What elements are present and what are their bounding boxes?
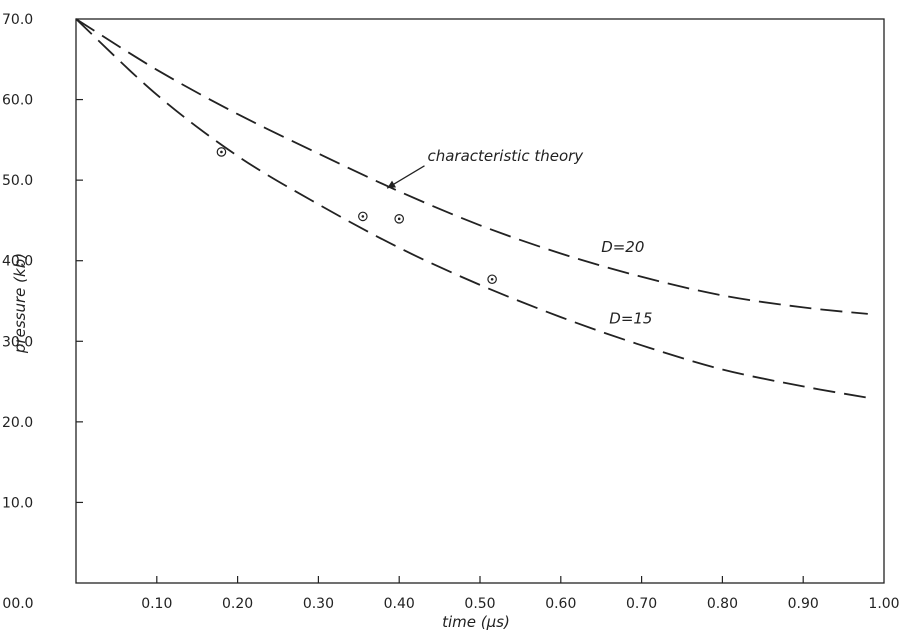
annotation-label: characteristic theory	[427, 147, 584, 165]
y-tick-label: 20.0	[2, 415, 33, 431]
x-tick-label: 1.00	[868, 596, 899, 612]
y-tick-label: 50.0	[2, 173, 33, 189]
data-point-dot	[397, 217, 401, 221]
annotation-label: D=20	[601, 238, 644, 256]
x-tick-label: 0.50	[464, 596, 495, 612]
y-axis-title: pressure (kb)	[11, 253, 29, 354]
x-tick-label: 0.10	[141, 596, 172, 612]
curves	[75, 18, 868, 399]
data-point-dot	[220, 150, 223, 154]
x-tick-label: 0.30	[303, 596, 334, 612]
x-tick-label: 0.90	[788, 596, 819, 612]
x-tick-label: 0.20	[222, 596, 253, 612]
y-tick-label: 60.0	[2, 93, 33, 109]
x-tick-label: 0.80	[707, 596, 738, 612]
x-tick-label: 0.40	[384, 596, 415, 612]
data-point-dot	[490, 277, 494, 281]
annotations: characteristic theory D=20 D=15	[386, 147, 652, 328]
axes: 00.0 0.10 0.20 0.30 0.40 0.50 0.60 0.70 0.80 0.90…	[2, 12, 900, 612]
data-points	[216, 147, 497, 285]
y-tick-label: 40.0	[2, 254, 33, 270]
x-tick-label: 0.60	[545, 596, 576, 612]
data-point-dot	[361, 215, 365, 218]
plot-frame	[75, 18, 885, 584]
annotation-label: D=15	[609, 310, 652, 328]
annotation-arrowhead	[387, 180, 397, 189]
x-axis-title: time (µs)	[442, 613, 510, 631]
x-tick-label: 00.0	[2, 596, 33, 612]
y-tick-label: 10.0	[2, 495, 33, 511]
y-tick-label: 30.0	[2, 334, 33, 350]
series-line-d20	[75, 18, 868, 315]
x-tick-label: 0.70	[626, 596, 657, 612]
series-line-d15	[75, 18, 868, 399]
y-tick-label: 70.0	[2, 12, 33, 28]
